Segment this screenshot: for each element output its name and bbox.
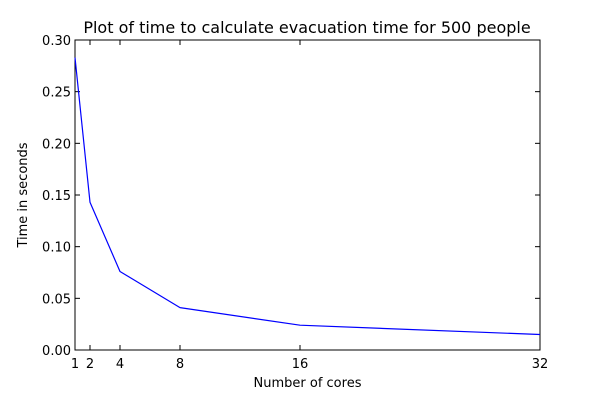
x-tick-label: 1 — [71, 357, 79, 372]
x-axis-label: Number of cores — [254, 376, 362, 391]
plot-frame — [74, 39, 541, 351]
x-axis: 1 2 4 8 16 32 — [71, 40, 548, 372]
y-axis: 0.00 0.05 0.10 0.15 0.20 0.25 0.30 — [42, 34, 540, 359]
y-axis-label: Time in seconds — [16, 142, 31, 248]
x-tick-label: 32 — [532, 357, 549, 372]
y-tick-label: 0.10 — [42, 241, 71, 256]
y-tick-label: 0.30 — [42, 34, 71, 49]
x-tick-label: 8 — [176, 357, 184, 372]
series-layer — [74, 57, 541, 336]
y-tick-label: 0.15 — [42, 189, 71, 204]
series-line — [74, 57, 541, 336]
x-tick-label: 4 — [116, 357, 124, 372]
y-tick-label: 0.25 — [42, 86, 71, 101]
chart-title: Plot of time to calculate evacuation tim… — [83, 18, 530, 37]
y-tick-label: 0.00 — [42, 344, 71, 359]
y-tick-label: 0.05 — [42, 292, 71, 307]
x-tick-label: 16 — [292, 357, 309, 372]
x-tick-label: 2 — [86, 357, 94, 372]
y-tick-label: 0.20 — [42, 137, 71, 152]
